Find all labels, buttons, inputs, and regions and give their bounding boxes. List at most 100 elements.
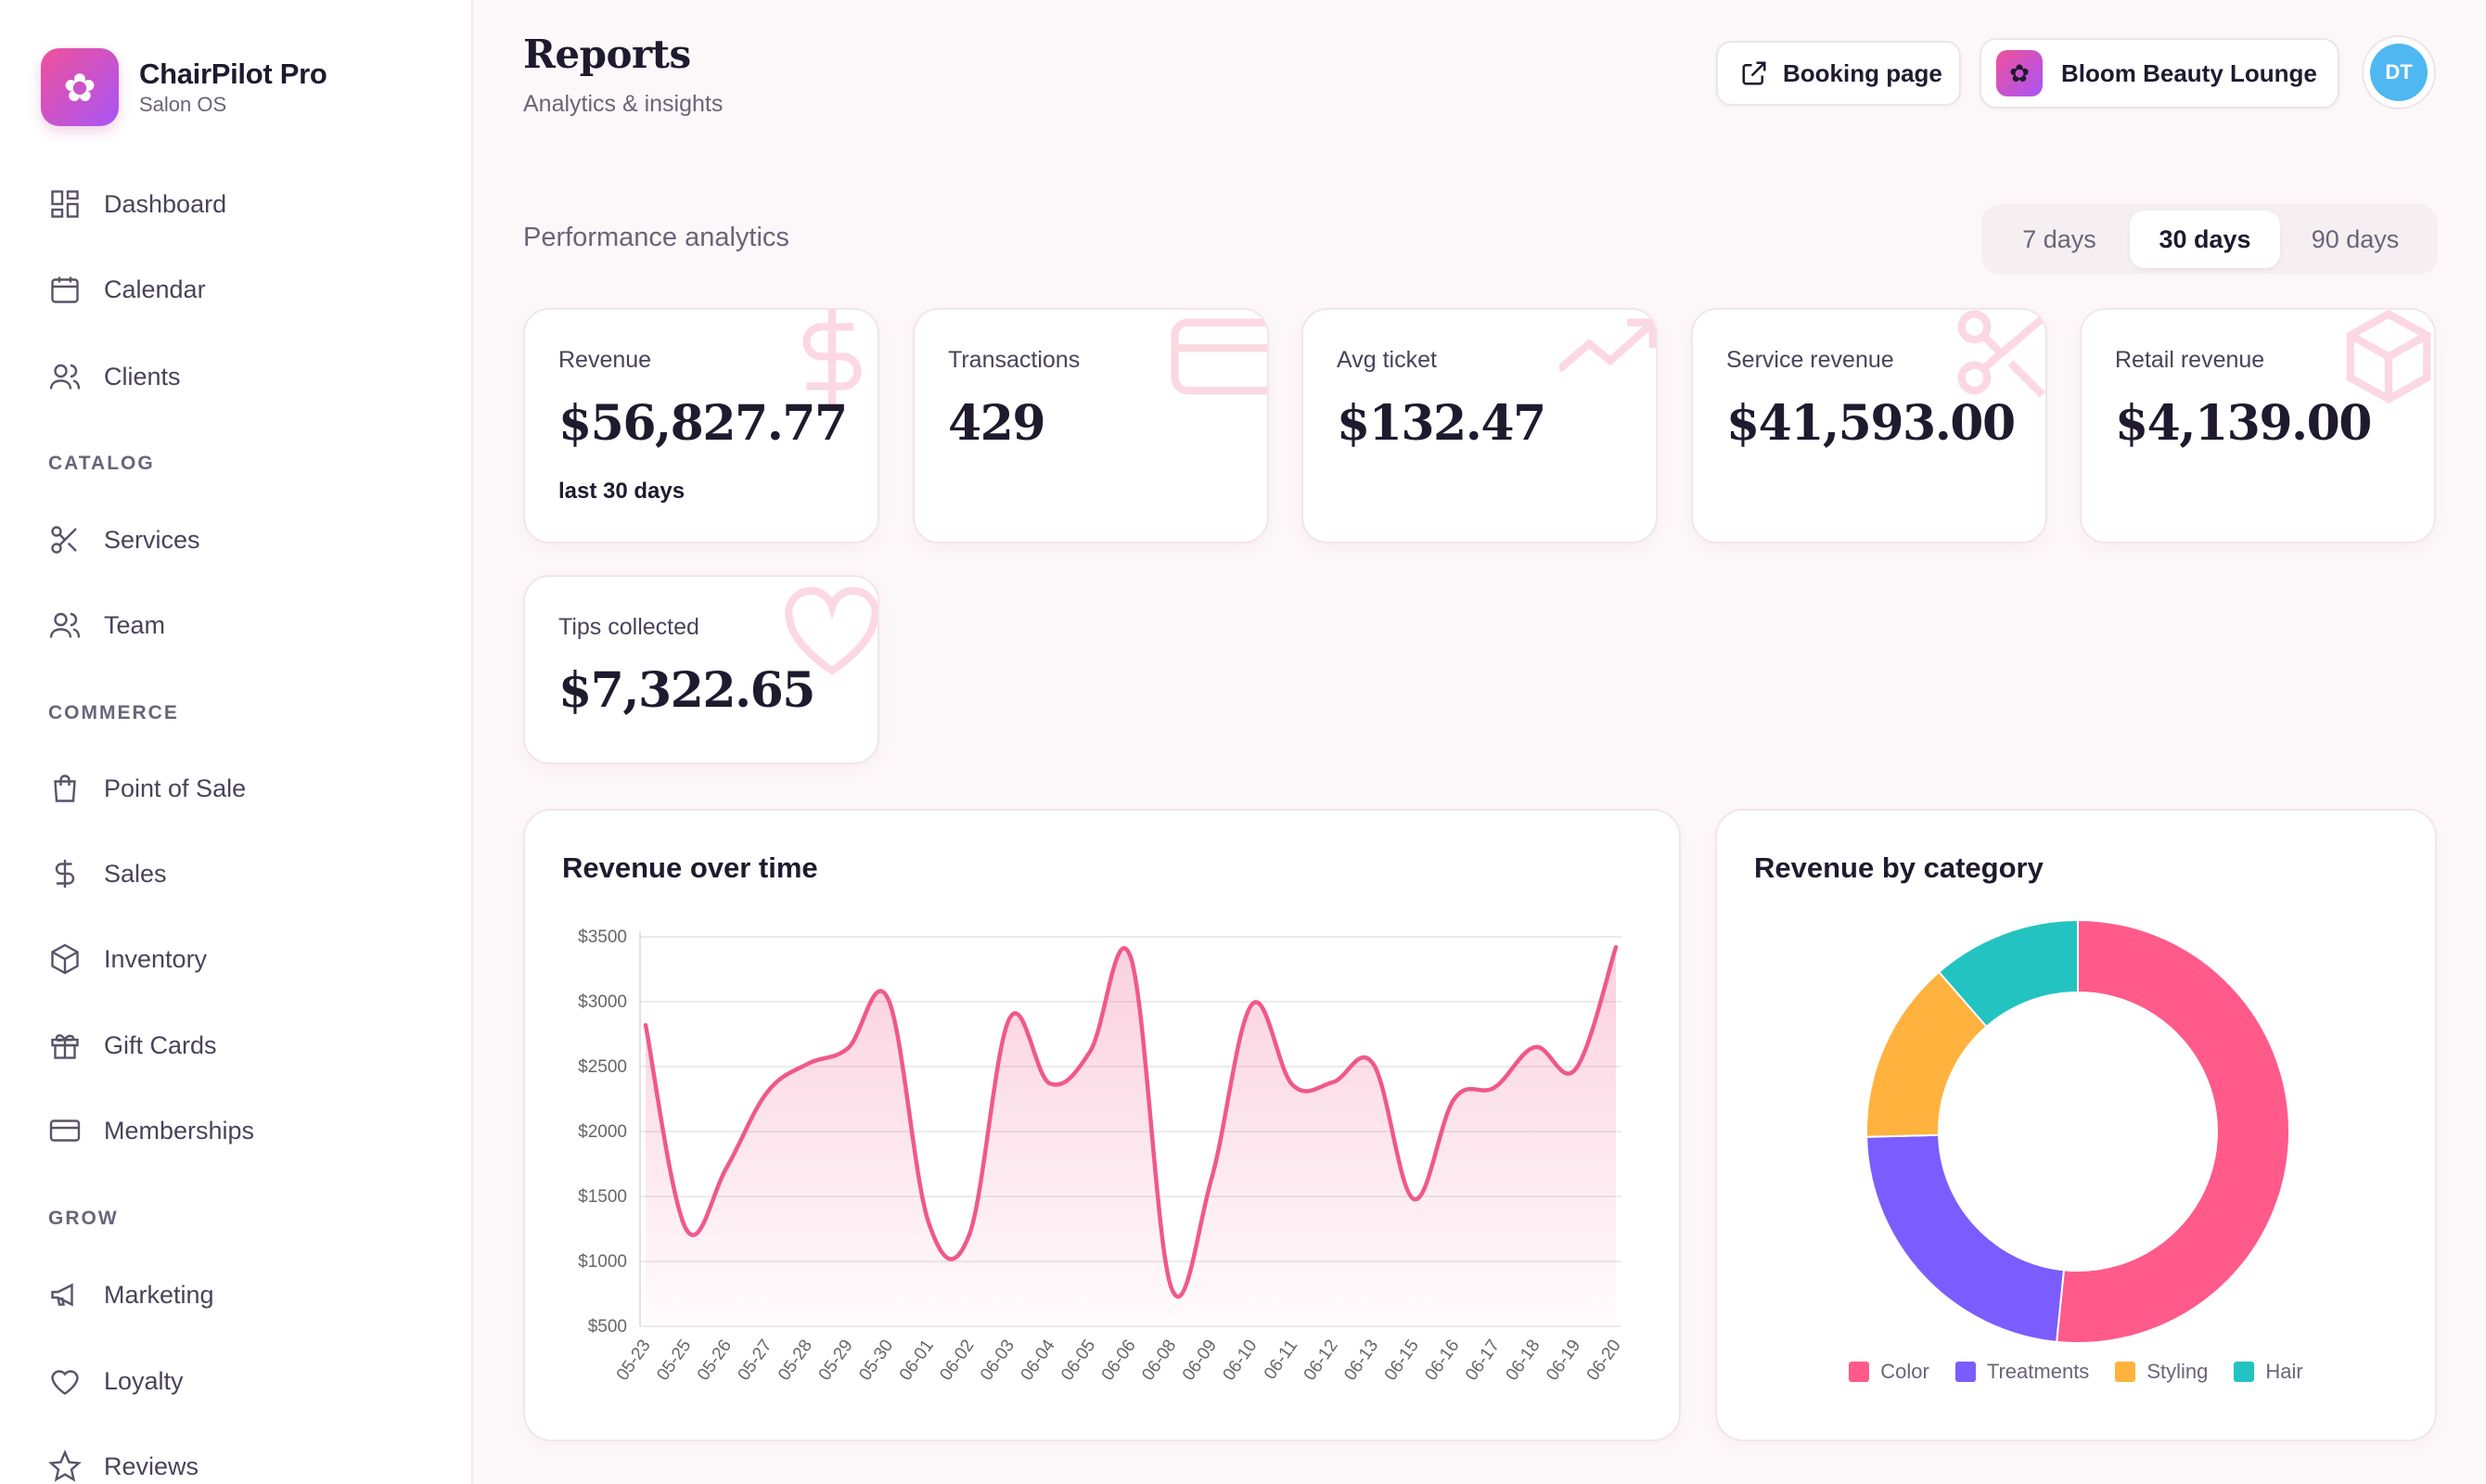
x-tick-label: 05-26 — [694, 1337, 736, 1385]
y-tick-label: $2000 — [578, 1122, 627, 1142]
sidebar-item-loyalty[interactable]: Loyalty — [48, 1361, 184, 1401]
legend-swatch — [1954, 1362, 1976, 1382]
y-tick-label: $1500 — [578, 1187, 627, 1207]
x-tick-label: 05-29 — [815, 1337, 857, 1385]
x-tick-label: 05-23 — [613, 1337, 655, 1385]
gift-icon — [51, 1034, 79, 1059]
revenue-by-category-card: Revenue by category Color Treatments Sty… — [1715, 809, 2437, 1441]
sidebar-item-label: Gift Cards — [104, 1030, 217, 1059]
x-tick-label: 05-25 — [653, 1337, 695, 1385]
performance-label: Performance analytics — [523, 223, 789, 252]
legend-swatch — [2115, 1362, 2136, 1382]
x-tick-label: 06-15 — [1381, 1337, 1423, 1385]
section-grow: GROW — [48, 1208, 119, 1229]
legend-item-styling[interactable]: Styling — [2115, 1360, 2208, 1384]
kpi-value: $132.47 — [1337, 395, 1546, 452]
sidebar-item-label: Services — [104, 525, 200, 554]
sidebar-item-calendar[interactable]: Calendar — [48, 269, 206, 310]
y-tick-label: $3000 — [578, 992, 627, 1012]
range-option-30-days[interactable]: 30 days — [2130, 211, 2280, 268]
salon-switcher[interactable]: ✿ Bloom Beauty Lounge — [1980, 38, 2339, 109]
legend-item-hair[interactable]: Hair — [2234, 1360, 2303, 1384]
x-tick-label: 06-08 — [1138, 1337, 1180, 1385]
x-tick-label: 06-17 — [1462, 1337, 1504, 1385]
legend-item-treatments[interactable]: Treatments — [1954, 1360, 2090, 1384]
category-donut-chart — [1865, 918, 2290, 1344]
chart-title: Revenue over time — [562, 851, 818, 884]
legend-label: Treatments — [1986, 1360, 2090, 1383]
sidebar-item-label: Loyalty — [104, 1366, 184, 1395]
legend-item-color[interactable]: Color — [1849, 1360, 1929, 1384]
x-tick-label: 06-05 — [1057, 1337, 1099, 1385]
legend-label: Styling — [2146, 1360, 2209, 1383]
x-tick-label: 06-09 — [1179, 1337, 1221, 1385]
x-tick-label: 06-02 — [936, 1337, 978, 1385]
card-icon — [49, 1119, 81, 1142]
star-icon — [48, 1450, 82, 1482]
card-icon — [1171, 318, 1267, 395]
x-tick-label: 06-19 — [1543, 1337, 1584, 1385]
sidebar: ✿ ChairPilot Pro Salon OS Dashboard Cale… — [0, 0, 473, 1484]
revenue-line-chart: $3500$3000$2500$2000$1500$1000$50005-230… — [578, 928, 1625, 1385]
sidebar-item-reviews[interactable]: Reviews — [48, 1446, 199, 1484]
sidebar-item-sales[interactable]: Sales — [48, 853, 167, 894]
kpi-value: $41,593.00 — [1726, 395, 2016, 452]
trend-up-icon — [1559, 318, 1656, 373]
kpi-label: Transactions — [948, 347, 1081, 373]
sidebar-item-clients[interactable]: Clients — [48, 356, 181, 397]
kpi-label: Avg ticket — [1337, 347, 1437, 373]
page-title: Reports — [523, 32, 691, 77]
scissors-icon — [51, 526, 77, 554]
heart-icon — [51, 1370, 79, 1395]
kpi-label: Tips collected — [558, 614, 699, 640]
sidebar-item-gift-cards[interactable]: Gift Cards — [48, 1025, 217, 1066]
range-option-90-days[interactable]: 90 days — [2311, 224, 2400, 253]
kpi-value: $4,139.00 — [2115, 395, 2372, 452]
legend-swatch — [1849, 1362, 1870, 1382]
dollar-icon — [55, 860, 75, 888]
kpi-card-tips: Tips collected $7,322.65 — [523, 575, 879, 764]
donut-slice-hair — [1937, 918, 2079, 1029]
sidebar-item-dashboard[interactable]: Dashboard — [48, 184, 226, 224]
sidebar-item-label: Marketing — [104, 1280, 214, 1309]
kpi-label: Retail revenue — [2115, 347, 2265, 373]
x-tick-label: 06-04 — [1018, 1336, 1059, 1384]
range-option-7-days[interactable]: 7 days — [2022, 224, 2096, 253]
dashboard-icon — [51, 190, 79, 218]
range-selector: 7 days 30 days 90 days — [1981, 204, 2438, 275]
salon-name: Bloom Beauty Lounge — [2061, 58, 2317, 87]
kpi-card-retail-revenue: Retail revenue $4,139.00 — [2080, 308, 2436, 544]
sidebar-item-label: Inventory — [104, 944, 208, 973]
box-icon — [2346, 310, 2431, 403]
x-tick-label: 06-01 — [896, 1337, 938, 1385]
shopping-bag-icon — [54, 774, 76, 802]
box-icon — [51, 943, 79, 975]
kpi-card-transactions: Transactions 429 — [913, 308, 1269, 544]
sidebar-item-team[interactable]: Team — [48, 605, 165, 646]
y-tick-label: $500 — [588, 1317, 627, 1337]
brand[interactable]: ✿ ChairPilot Pro Salon OS — [41, 48, 327, 126]
revenue-line — [643, 944, 1619, 1298]
sidebar-item-label: Memberships — [104, 1116, 255, 1145]
kpi-value: $7,322.65 — [558, 662, 815, 719]
flower-icon: ✿ — [1996, 50, 2043, 96]
booking-page-button[interactable]: Booking page — [1716, 41, 1961, 106]
x-tick-label: 06-10 — [1219, 1337, 1261, 1385]
sidebar-item-label: Point of Sale — [104, 774, 247, 802]
section-commerce: COMMERCE — [48, 702, 179, 723]
sidebar-item-inventory[interactable]: Inventory — [48, 939, 207, 979]
calendar-icon — [51, 276, 79, 303]
x-tick-label: 06-11 — [1261, 1337, 1301, 1384]
users-icon — [49, 364, 81, 390]
brand-subtitle: Salon OS — [139, 93, 227, 116]
heart-icon — [785, 586, 878, 675]
x-tick-label: 06-06 — [1098, 1337, 1140, 1385]
x-tick-label: 06-18 — [1503, 1337, 1544, 1385]
sidebar-item-label: Clients — [104, 362, 181, 390]
sidebar-item-services[interactable]: Services — [48, 519, 200, 560]
user-menu[interactable]: DT — [2362, 35, 2436, 109]
sidebar-item-label: Calendar — [104, 275, 206, 303]
sidebar-item-marketing[interactable]: Marketing — [48, 1274, 214, 1315]
sidebar-item-memberships[interactable]: Memberships — [48, 1110, 254, 1151]
sidebar-item-point-of-sale[interactable]: Point of Sale — [48, 768, 246, 809]
